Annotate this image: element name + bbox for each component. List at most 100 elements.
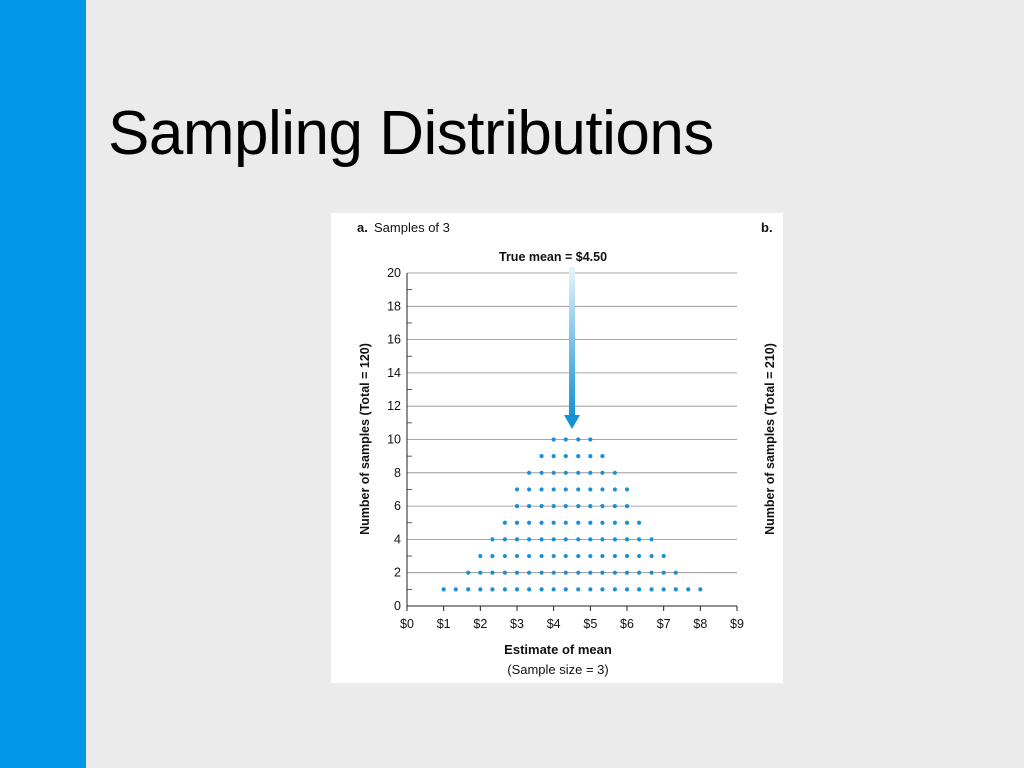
data-dot [466,587,471,592]
data-dot [514,537,520,542]
data-dot [600,504,605,509]
data-dot [612,537,617,542]
data-dot [576,487,581,492]
data-dot [637,570,642,575]
data-dot [588,504,593,509]
data-dot [624,553,630,559]
x-tick-label: $2 [473,617,487,631]
true-mean-label: True mean = $4.50 [499,250,607,264]
data-dot [576,504,581,509]
data-dot [502,553,507,559]
data-dot [612,587,617,592]
data-dot [649,587,654,592]
data-dot [563,537,568,542]
data-dot [527,553,532,559]
data-dot [539,487,544,492]
data-dot [624,504,630,509]
data-dot [588,570,593,575]
data-dot [576,520,581,525]
data-dot [624,487,630,492]
data-dot [649,553,654,559]
y-tick-labels: 0 2 4 6 8 10 12 14 16 18 20 [387,266,401,613]
data-dot [527,487,532,492]
data-dot [563,487,568,492]
x-tick-label: $1 [437,617,451,631]
data-dot [551,587,556,592]
data-dot [624,537,630,542]
x-tick-label: $5 [583,617,597,631]
data-dot [502,570,507,575]
x-tick-label: $6 [620,617,634,631]
data-dot [661,553,666,559]
data-dot [576,470,581,475]
y-axis-label: Number of samples (Total = 120) [358,343,372,535]
data-dot [478,553,483,559]
data-dot [637,553,642,559]
data-dot [490,587,495,592]
data-dot [588,587,593,592]
data-dot [600,537,605,542]
data-dot [563,587,568,592]
y-tick-label: 14 [387,366,401,380]
data-dot [502,587,507,592]
accent-sidebar [0,0,86,768]
data-dot [600,587,605,592]
data-dot [539,470,544,475]
data-dot [698,587,703,592]
data-dot [686,587,691,592]
data-dot [527,570,532,575]
data-dot [527,520,532,525]
y-tick-label: 6 [394,499,401,513]
axes [406,273,738,611]
x-axis-sublabel: (Sample size = 3) [507,662,609,677]
x-tick-label: $4 [547,617,561,631]
data-dot [661,570,666,575]
true-mean-arrow [564,267,580,429]
figure-panel: a. Samples of 3 b. True mean = $4.50 Num… [331,213,783,683]
dot-plot-chart: a. Samples of 3 b. True mean = $4.50 Num… [357,220,777,677]
data-dot [514,504,520,509]
data-dot [624,587,630,592]
y-tick-label: 10 [387,433,401,447]
data-dot [527,470,532,475]
data-dot [673,570,678,575]
data-dot [612,487,617,492]
data-dot [490,537,495,542]
data-dot [563,570,568,575]
data-dot [563,504,568,509]
data-dot [539,570,544,575]
x-tick-label: $8 [693,617,707,631]
data-dot [612,470,617,475]
data-dot [649,537,654,542]
data-dot [588,470,593,475]
data-dot [624,570,630,575]
data-dot [502,520,507,525]
data-dot [551,437,556,442]
data-dot [514,487,520,492]
y-tick-label: 0 [394,599,401,613]
data-dot [527,587,532,592]
data-dot [551,454,556,459]
data-dot [514,587,520,592]
data-dot [539,504,544,509]
panel-a-prefix: a. [357,220,368,235]
data-dot [600,570,605,575]
data-dot [612,504,617,509]
data-dot [649,570,654,575]
data-dot [563,520,568,525]
data-dot [600,487,605,492]
arrow-head [564,415,580,429]
data-dot [466,570,471,575]
data-dot [588,537,593,542]
y-tick-label: 20 [387,266,401,280]
data-dot [563,553,568,559]
data-dot [539,454,544,459]
data-dot [551,470,556,475]
data-dot [551,570,556,575]
data-dot [539,587,544,592]
arrow-shaft [569,267,575,415]
y-tick-label: 4 [394,532,401,546]
data-dot [551,537,556,542]
data-dot [661,587,666,592]
data-dot [551,504,556,509]
